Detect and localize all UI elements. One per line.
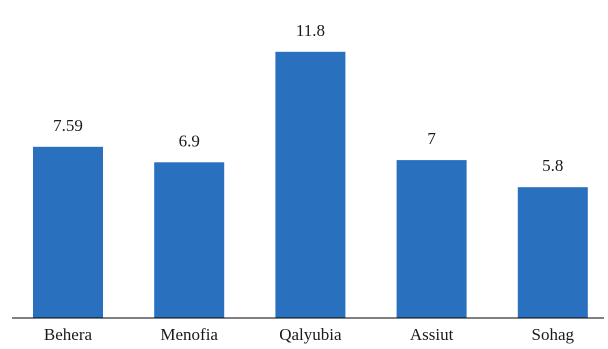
bar-assiut — [396, 160, 467, 318]
x-tick-label-behera: Behera — [44, 325, 93, 344]
bar-behera — [33, 146, 103, 318]
bar-qalyubia — [275, 51, 346, 319]
value-label-menofia: 6.9 — [179, 131, 200, 150]
x-tick-label-menofia: Menofia — [160, 325, 218, 344]
value-label-assiut: 7 — [427, 129, 436, 148]
x-tick-label-sohag: Sohag — [532, 325, 575, 344]
bars-group — [33, 51, 588, 319]
bar-sohag — [517, 187, 588, 318]
value-labels-group: 7.59 6.9 11.8 7 5.8 — [53, 21, 563, 175]
bar-menofia — [154, 162, 225, 318]
x-tick-labels-group: Behera Menofia Qalyubia Assiut Sohag — [44, 325, 575, 344]
value-label-qalyubia: 11.8 — [296, 21, 325, 40]
x-tick-label-qalyubia: Qalyubia — [279, 325, 342, 344]
value-label-sohag: 5.8 — [542, 156, 563, 175]
value-label-behera: 7.59 — [53, 116, 83, 135]
x-tick-label-assiut: Assiut — [410, 325, 454, 344]
